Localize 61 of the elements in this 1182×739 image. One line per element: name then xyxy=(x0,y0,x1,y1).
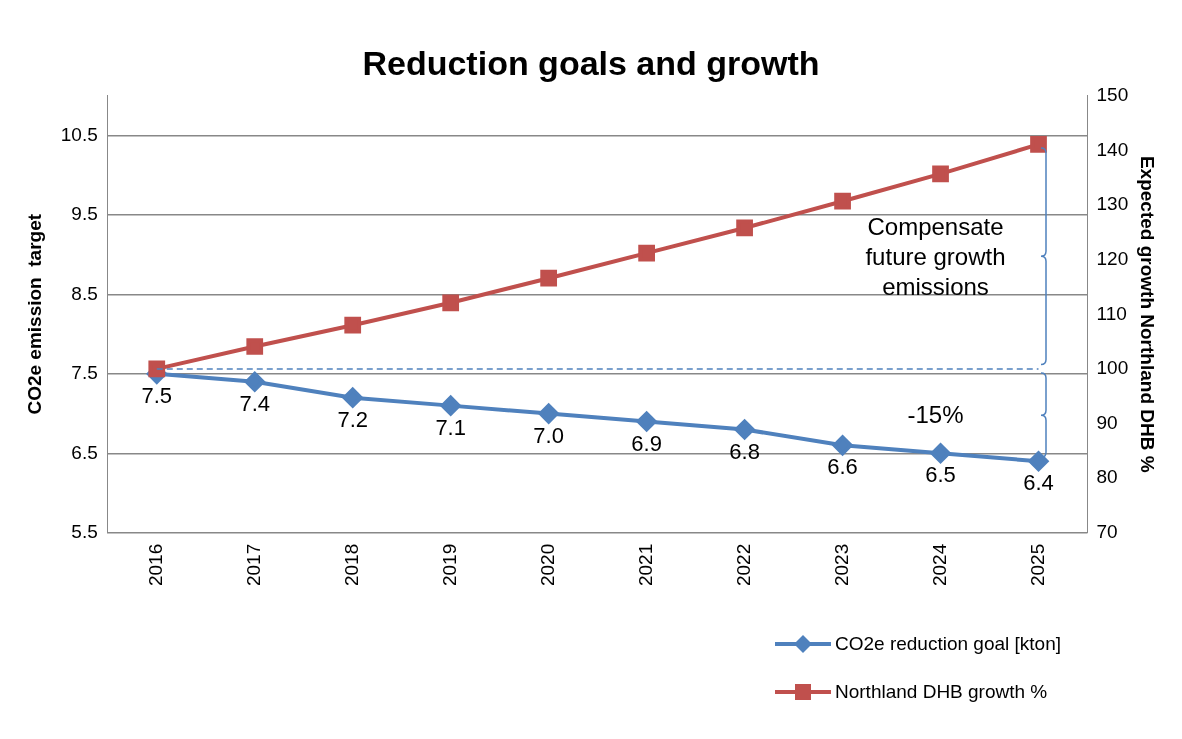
chart-title: Reduction goals and growth xyxy=(362,43,820,82)
point xyxy=(930,443,951,464)
point xyxy=(440,395,461,416)
y-axis-title: CO2e emission target xyxy=(23,213,45,415)
y-tick-label: 6.5 xyxy=(71,441,98,463)
point xyxy=(834,192,851,210)
data-label: 7.5 xyxy=(141,382,173,408)
x-tick-label: 2020 xyxy=(536,543,558,587)
annotation: Compensate future growth emissions xyxy=(864,211,1007,302)
y-tick-label: 9.5 xyxy=(71,203,98,225)
y2-tick-label: 140 xyxy=(1096,138,1129,160)
y2-tick-label: 80 xyxy=(1096,466,1118,488)
point xyxy=(636,411,657,432)
point xyxy=(736,219,753,237)
y-tick-label: 7.5 xyxy=(71,362,98,384)
data-label: 7.0 xyxy=(533,422,564,448)
y-tick-label: 5.5 xyxy=(71,520,98,542)
data-label: 6.4 xyxy=(1023,470,1054,496)
point xyxy=(344,316,362,334)
y2-tick-label: 70 xyxy=(1096,520,1118,542)
x-tick-label: 2018 xyxy=(340,543,362,587)
y-tick-label: 10.5 xyxy=(60,123,98,145)
point xyxy=(148,360,166,378)
data-label: 7.2 xyxy=(337,406,369,432)
y2-tick-label: 120 xyxy=(1096,247,1129,269)
data-label: 6.8 xyxy=(729,438,760,464)
point xyxy=(1028,451,1049,472)
y2-tick-label: 100 xyxy=(1096,357,1129,379)
data-label: 7.4 xyxy=(239,390,271,416)
point xyxy=(638,244,655,262)
legend-label: CO2e reduction goal [kton] xyxy=(835,633,1062,655)
point xyxy=(244,371,265,392)
point xyxy=(540,269,558,287)
point xyxy=(442,294,460,312)
x-tick-label: 2017 xyxy=(242,543,264,587)
point xyxy=(246,338,264,355)
x-tick-label: 2025 xyxy=(1026,543,1048,587)
point xyxy=(832,435,853,456)
y2-tick-label: 110 xyxy=(1096,302,1127,324)
x-tick-label: 2019 xyxy=(438,543,460,587)
point xyxy=(342,387,363,408)
point xyxy=(734,419,755,440)
x-tick-label: 2021 xyxy=(634,543,656,587)
point xyxy=(1030,136,1047,153)
y2-tick-label: 130 xyxy=(1096,193,1129,215)
data-label: 7.1 xyxy=(435,414,466,440)
y2-tick-label: 150 xyxy=(1096,84,1129,106)
data-label: 6.9 xyxy=(631,430,662,456)
x-tick-label: 2022 xyxy=(732,543,754,587)
y2-tick-label: 90 xyxy=(1096,411,1118,433)
point xyxy=(538,403,559,424)
legend-label: Northland DHB growth % xyxy=(835,681,1048,703)
x-tick-label: 2024 xyxy=(928,543,950,587)
x-tick-label: 2023 xyxy=(830,543,852,587)
x-tick-label: 2016 xyxy=(145,543,166,587)
y2-axis-title: Expected growth Northland DHB % xyxy=(1137,155,1159,473)
point xyxy=(932,165,949,183)
data-label: 6.6 xyxy=(827,454,858,480)
y-tick-label: 8.5 xyxy=(71,282,98,304)
annotation: -15% xyxy=(906,400,965,431)
data-label: 6.5 xyxy=(925,462,956,488)
